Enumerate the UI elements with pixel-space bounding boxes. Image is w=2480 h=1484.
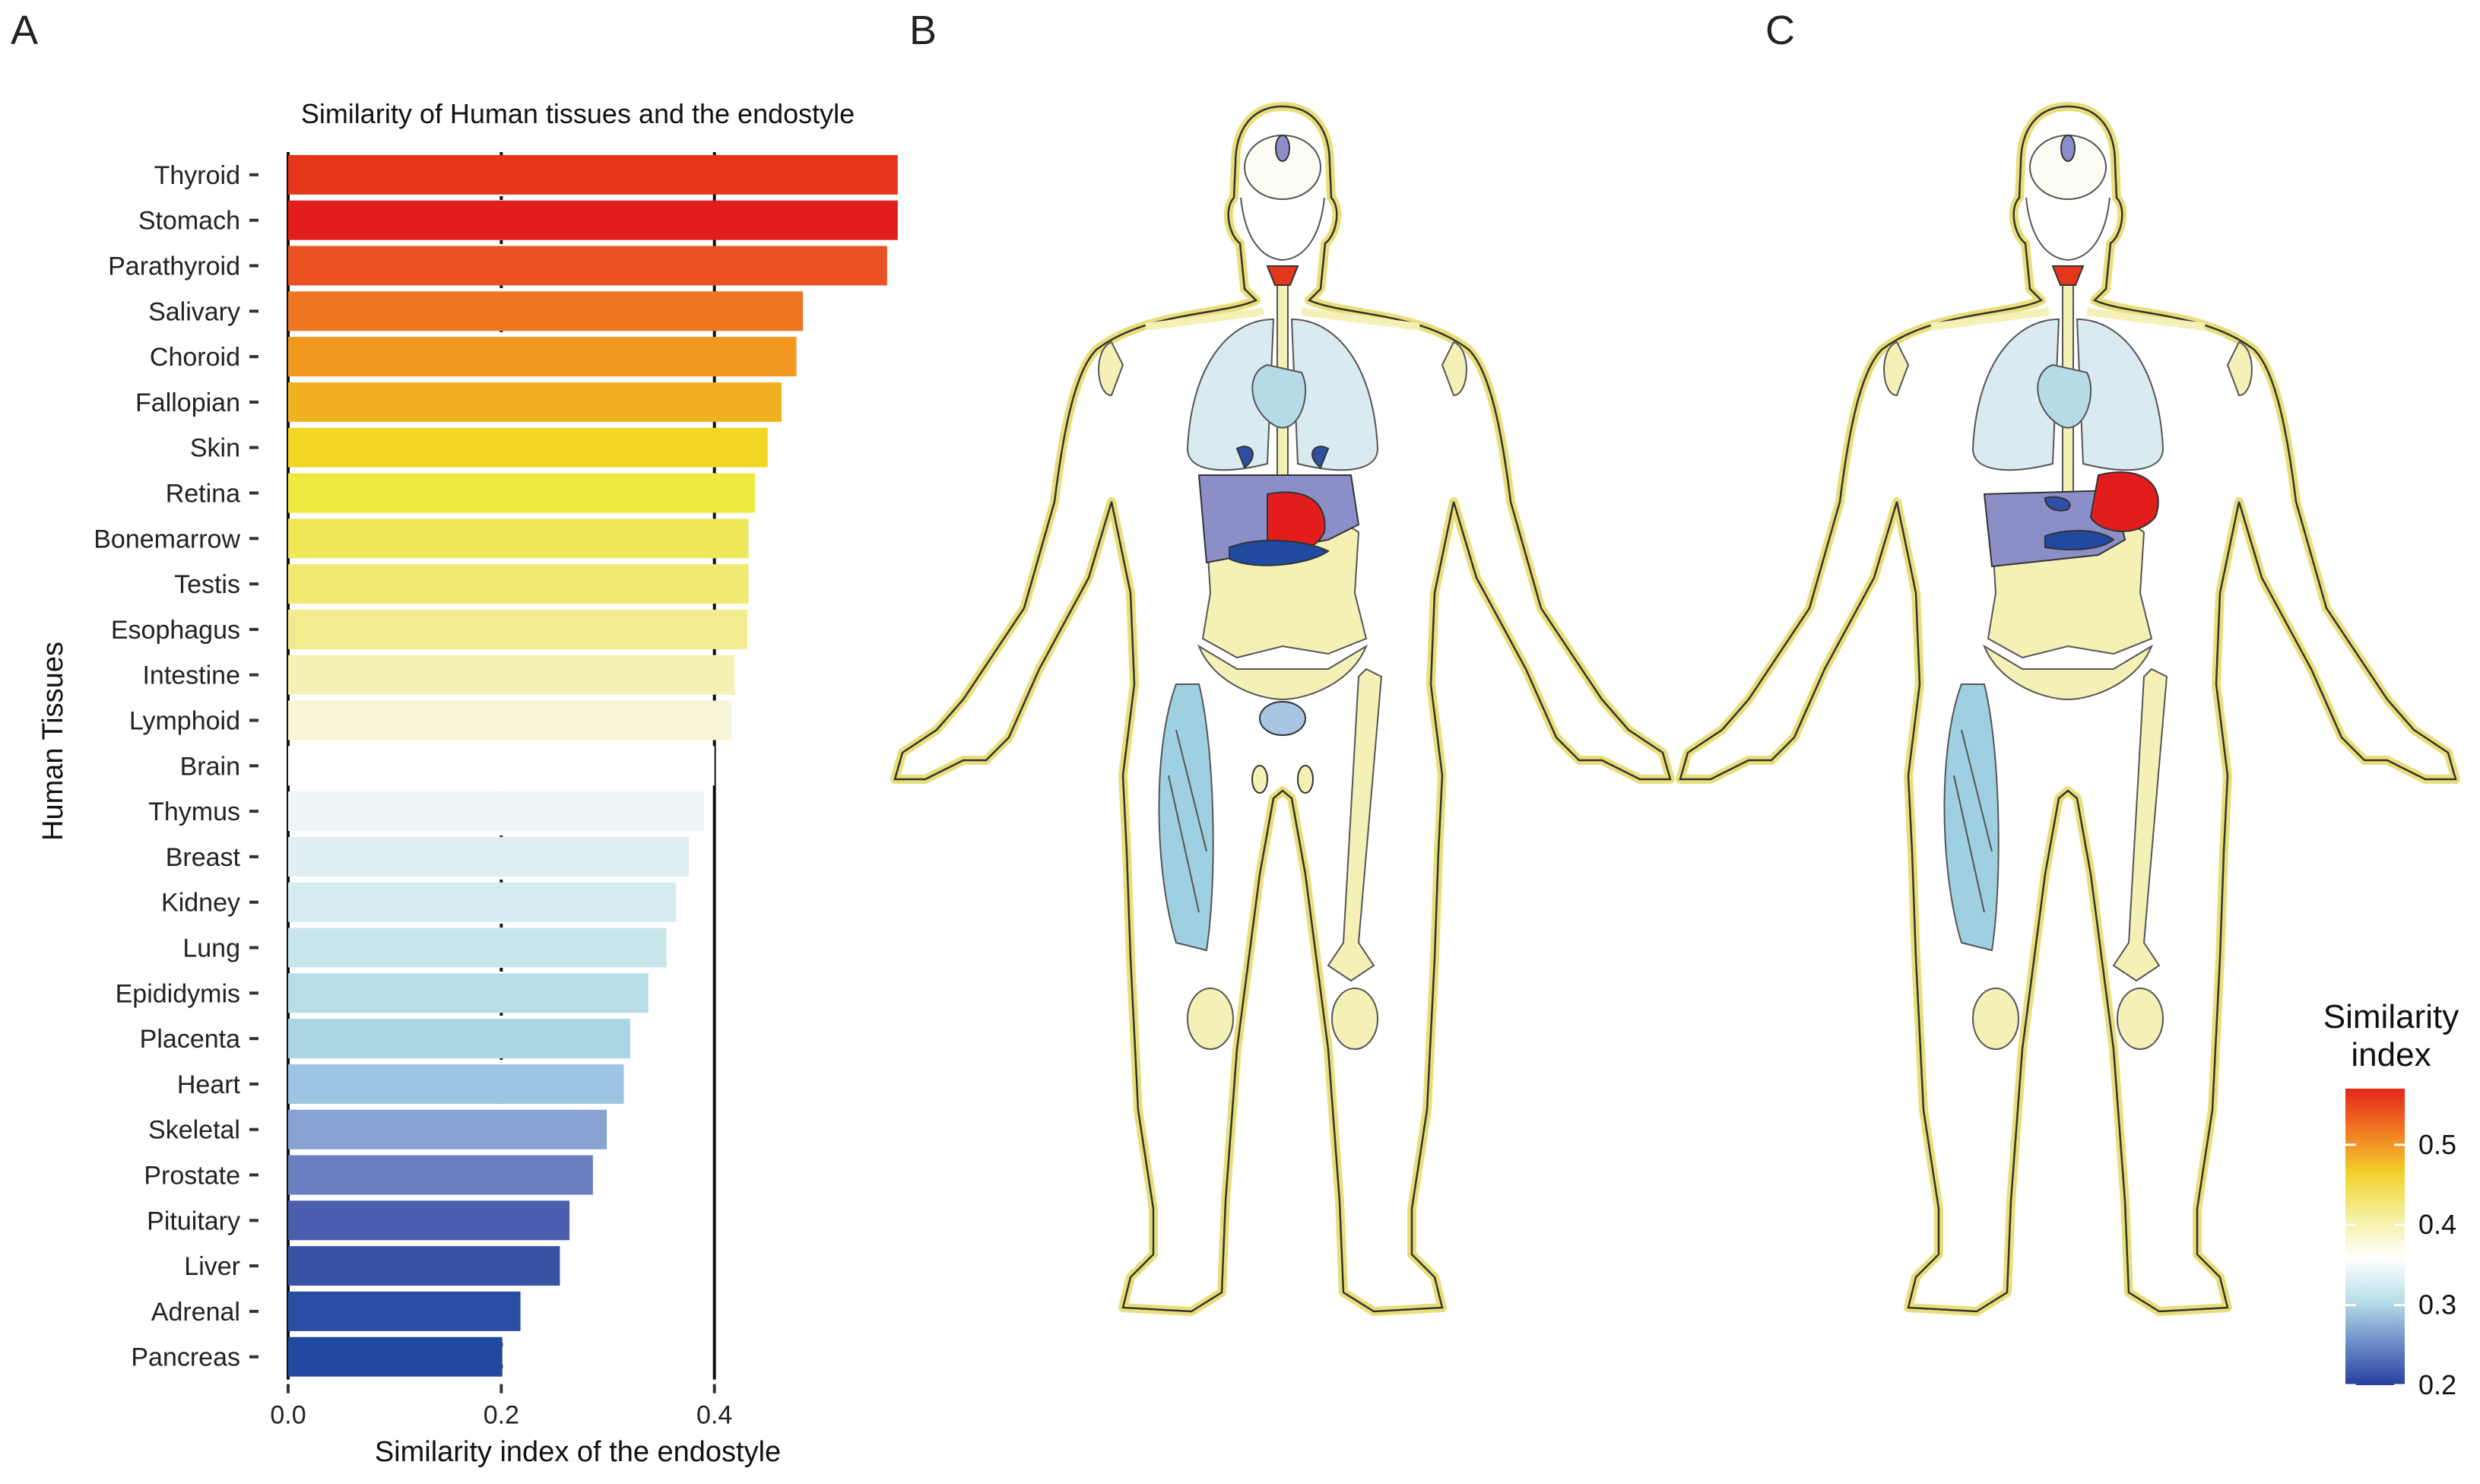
bar-skin — [288, 427, 768, 468]
x-axis-title: Similarity index of the endostyle — [375, 1436, 781, 1468]
category-label: Brain — [180, 752, 240, 781]
category-label: Prostate — [144, 1162, 240, 1191]
bar-retina — [288, 473, 755, 513]
pituitary-b — [1275, 135, 1290, 162]
body-diagram-c — [1680, 106, 2456, 1311]
bar-pituitary — [288, 1200, 570, 1241]
bar-placenta — [288, 1019, 630, 1059]
category-label: Choroid — [150, 343, 240, 372]
thyroid-b — [1266, 265, 1299, 286]
x-tick-labels: 0.0 0.2 0.4 — [270, 1384, 732, 1430]
bar-kidney — [288, 882, 677, 922]
panel-a-label: A — [11, 8, 38, 53]
panel-b-label: B — [909, 8, 937, 53]
bar-esophagus — [288, 609, 748, 649]
panel-c-label: C — [1765, 8, 1795, 53]
bar-salivary — [288, 291, 804, 331]
bar-lung — [288, 928, 667, 968]
category-label: Placenta — [140, 1025, 240, 1054]
bladder-b — [1259, 701, 1306, 736]
category-labels: Thyroid Stomach Parathyroid Salivary Choroid… — [94, 161, 258, 1372]
legend-tick-label: 0.5 — [2418, 1129, 2456, 1160]
category-label: Pancreas — [131, 1343, 240, 1372]
pancreas-c — [2044, 530, 2115, 550]
category-label: Lung — [182, 934, 240, 963]
legend-tick-label: 0.3 — [2418, 1289, 2456, 1321]
category-label: Esophagus — [111, 616, 240, 645]
category-label: Adrenal — [151, 1298, 240, 1327]
category-label: Epididymis — [116, 979, 240, 1008]
legend-tick-label: 0.2 — [2418, 1369, 2456, 1400]
bar-skeletal — [288, 1109, 607, 1149]
bar-pancreas — [288, 1337, 503, 1377]
bar-thyroid — [288, 154, 898, 195]
category-label: Retina — [166, 480, 240, 509]
legend-ticks: 0.5 0.4 0.3 0.2 — [2345, 1129, 2456, 1400]
color-legend: Similarity index 0.5 0.4 0.3 0.2 — [2323, 998, 2459, 1400]
bar-liver — [288, 1246, 560, 1286]
bar-parathyroid — [288, 246, 887, 286]
testis-b-right — [1297, 765, 1314, 794]
bar-fallopian — [288, 382, 782, 422]
bar-choroid — [288, 337, 797, 377]
category-label: Kidney — [161, 889, 240, 918]
bar-chart: Similarity of Human tissues and the endo… — [37, 98, 898, 1468]
chart-title: Similarity of Human tissues and the endo… — [301, 98, 855, 129]
category-label: Thymus — [148, 797, 240, 826]
category-label: Stomach — [138, 207, 240, 236]
category-label: Testis — [174, 570, 240, 599]
body-diagram-b — [895, 106, 1670, 1311]
x-tick-label: 0.2 — [484, 1401, 519, 1430]
category-label: Breast — [166, 843, 241, 872]
category-label: Salivary — [148, 297, 240, 326]
stomach-c — [2089, 471, 2159, 532]
category-label: Lymphoid — [129, 707, 240, 736]
adrenal-b-right — [1311, 446, 1330, 469]
category-label: Bonemarrow — [94, 525, 240, 553]
bar-thymus — [288, 791, 704, 832]
category-label: Skin — [190, 434, 240, 463]
category-label: Heart — [177, 1070, 241, 1099]
category-label: Pituitary — [147, 1207, 240, 1235]
bar-brain — [288, 746, 715, 786]
category-label: Liver — [184, 1252, 240, 1281]
legend-title-line2: index — [2351, 1036, 2431, 1073]
legend-color-bar — [2345, 1089, 2405, 1385]
category-label: Fallopian — [135, 388, 240, 417]
thyroid-c — [2051, 265, 2085, 286]
pancreas-b — [1229, 539, 1330, 566]
bar-testis — [288, 564, 749, 604]
bar-heart — [288, 1064, 624, 1104]
legend-title-line1: Similarity — [2323, 998, 2459, 1035]
category-label: Parathyroid — [108, 252, 240, 281]
bar-breast — [288, 836, 690, 877]
bar-intestine — [288, 655, 735, 695]
bar-lymphoid — [288, 700, 732, 740]
testis-b-left — [1251, 765, 1268, 794]
bar-bonemarrow — [288, 518, 749, 559]
category-label: Thyroid — [154, 161, 240, 190]
pituitary-c — [2060, 135, 2076, 162]
category-label: Skeletal — [148, 1116, 240, 1145]
bar-prostate — [288, 1155, 593, 1195]
legend-tick-label: 0.4 — [2418, 1209, 2456, 1240]
x-tick-label: 0.0 — [270, 1401, 306, 1430]
adrenal-c — [2044, 496, 2071, 512]
bar-stomach — [288, 200, 898, 240]
bar-adrenal — [288, 1291, 521, 1331]
x-tick-label: 0.4 — [696, 1401, 732, 1430]
bar-epididymis — [288, 973, 649, 1013]
adrenal-b-left — [1235, 446, 1254, 469]
bars — [288, 154, 898, 1377]
y-axis-title: Human Tissues — [37, 642, 69, 841]
category-label: Intestine — [142, 661, 240, 690]
